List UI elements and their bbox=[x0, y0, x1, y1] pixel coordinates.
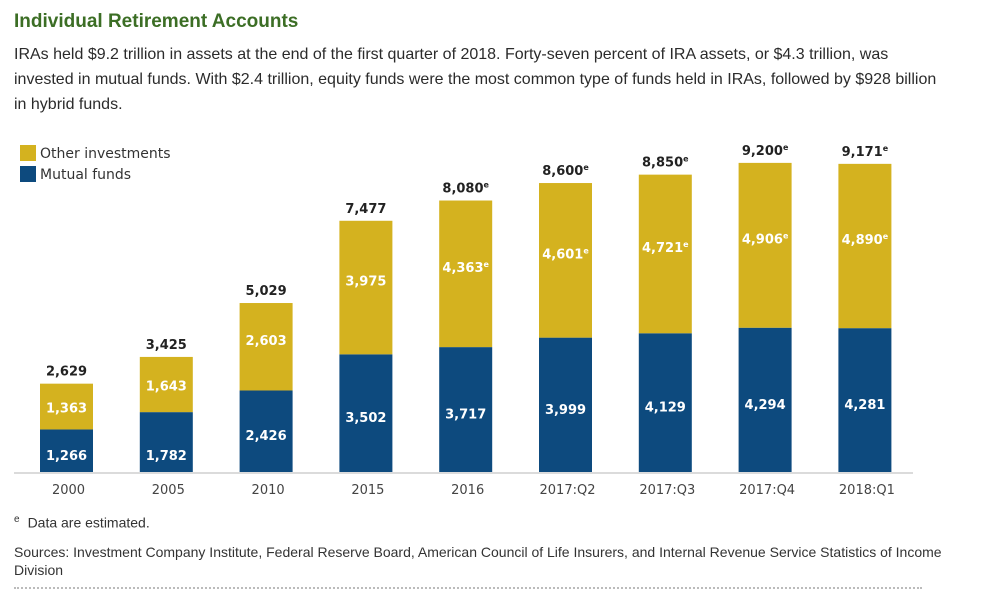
data-label-other-investments: 1,643 bbox=[146, 380, 187, 395]
data-label-other-investments: 3,975 bbox=[345, 275, 386, 290]
data-label-other-investments: 2,603 bbox=[246, 334, 287, 349]
data-label-other-investments: 4,363e bbox=[442, 260, 489, 276]
data-label-mutual-funds: 1,782 bbox=[146, 449, 187, 464]
data-label-mutual-funds: 4,294 bbox=[745, 398, 786, 413]
data-label-other-investments: 4,890e bbox=[842, 232, 889, 248]
legend-item-other-investments: Other investments bbox=[40, 146, 171, 162]
bar-other-investments bbox=[738, 162, 792, 328]
data-label-mutual-funds: 3,502 bbox=[345, 411, 386, 426]
page-title: Individual Retirement Accounts bbox=[14, 11, 299, 32]
data-label-mutual-funds: 2,426 bbox=[246, 429, 287, 444]
data-label-mutual-funds: 3,717 bbox=[445, 408, 486, 423]
legend-item-mutual-funds: Mutual funds bbox=[40, 167, 131, 183]
data-label-total: 8,600e bbox=[542, 163, 589, 179]
data-label-other-investments: 4,906e bbox=[742, 231, 789, 247]
data-label-mutual-funds: 1,266 bbox=[46, 449, 87, 464]
ira-stacked-bar-chart: Other investments Mutual funds 1,266 1,363… bbox=[14, 143, 913, 498]
data-label-total: 7,477 bbox=[345, 202, 386, 217]
bar-other-investments bbox=[40, 383, 93, 430]
bar-mutual-funds bbox=[139, 412, 193, 472]
dotted-divider bbox=[14, 587, 922, 589]
x-tick-label: 2017:Q4 bbox=[739, 483, 795, 498]
data-label-total: 9,171e bbox=[842, 144, 889, 160]
bar-mutual-funds bbox=[638, 333, 692, 472]
bar-other-investments bbox=[838, 163, 892, 329]
x-tick-label: 2005 bbox=[152, 483, 185, 498]
x-tick-label: 2018:Q1 bbox=[839, 483, 895, 498]
bar-other-investments bbox=[239, 303, 293, 391]
bar-group bbox=[40, 162, 892, 472]
data-label-other-investments: 4,601e bbox=[542, 246, 589, 262]
data-label-total: 5,029 bbox=[246, 284, 287, 299]
bar-mutual-funds bbox=[838, 328, 892, 472]
data-label-total: 8,080e bbox=[442, 181, 489, 197]
x-tick-group: 2000 2005 2010 2015 2016 2017:Q2 2017:Q3 2017:Q… bbox=[52, 483, 895, 498]
bar-mutual-funds bbox=[339, 354, 393, 472]
x-tick-label: 2017:Q2 bbox=[540, 483, 596, 498]
data-label-mutual-funds: 3,999 bbox=[545, 403, 586, 418]
data-label-total: 9,200e bbox=[742, 143, 789, 159]
bar-other-investments bbox=[638, 174, 692, 334]
estimate-footnote: e Data are estimated. bbox=[14, 514, 150, 531]
data-label-total: 2,629 bbox=[46, 365, 87, 380]
bar-mutual-funds bbox=[40, 429, 93, 472]
legend-item-other-investments-swatch bbox=[20, 145, 36, 161]
bar-mutual-funds bbox=[539, 337, 592, 472]
bar-mutual-funds bbox=[738, 327, 792, 472]
intro-paragraph: IRAs held $9.2 trillion in assets at the… bbox=[14, 46, 937, 113]
sources-text: Sources: Investment Company Institute, F… bbox=[14, 544, 942, 578]
data-label-other-investments: 1,363 bbox=[46, 402, 87, 417]
bar-mutual-funds bbox=[239, 390, 293, 472]
data-label-total: 8,850e bbox=[642, 155, 689, 171]
x-tick-label: 2016 bbox=[451, 483, 484, 498]
x-tick-label: 2015 bbox=[351, 483, 384, 498]
bar-other-investments bbox=[539, 183, 592, 338]
data-label-mutual-funds: 4,129 bbox=[645, 401, 686, 416]
x-tick-label: 2017:Q3 bbox=[639, 483, 695, 498]
data-label-mutual-funds: 4,281 bbox=[844, 398, 885, 413]
x-tick-label: 2010 bbox=[252, 483, 285, 498]
x-tick-label: 2000 bbox=[52, 483, 85, 498]
bar-mutual-funds bbox=[439, 347, 493, 472]
bar-other-investments bbox=[339, 220, 393, 355]
chart-legend: Other investments Mutual funds bbox=[20, 145, 171, 183]
legend-item-mutual-funds-swatch bbox=[20, 166, 36, 182]
data-label-other-investments: 4,721e bbox=[642, 240, 689, 256]
bar-other-investments bbox=[139, 356, 193, 413]
footnote-text: Data are estimated. bbox=[27, 514, 150, 531]
data-label-total: 3,425 bbox=[146, 338, 187, 353]
label-group: 1,266 1,363 2,629 1,782 1,643 3,425 2,426 2,603… bbox=[46, 143, 889, 464]
footnote-marker: e bbox=[14, 514, 20, 525]
bar-other-investments bbox=[439, 200, 493, 348]
